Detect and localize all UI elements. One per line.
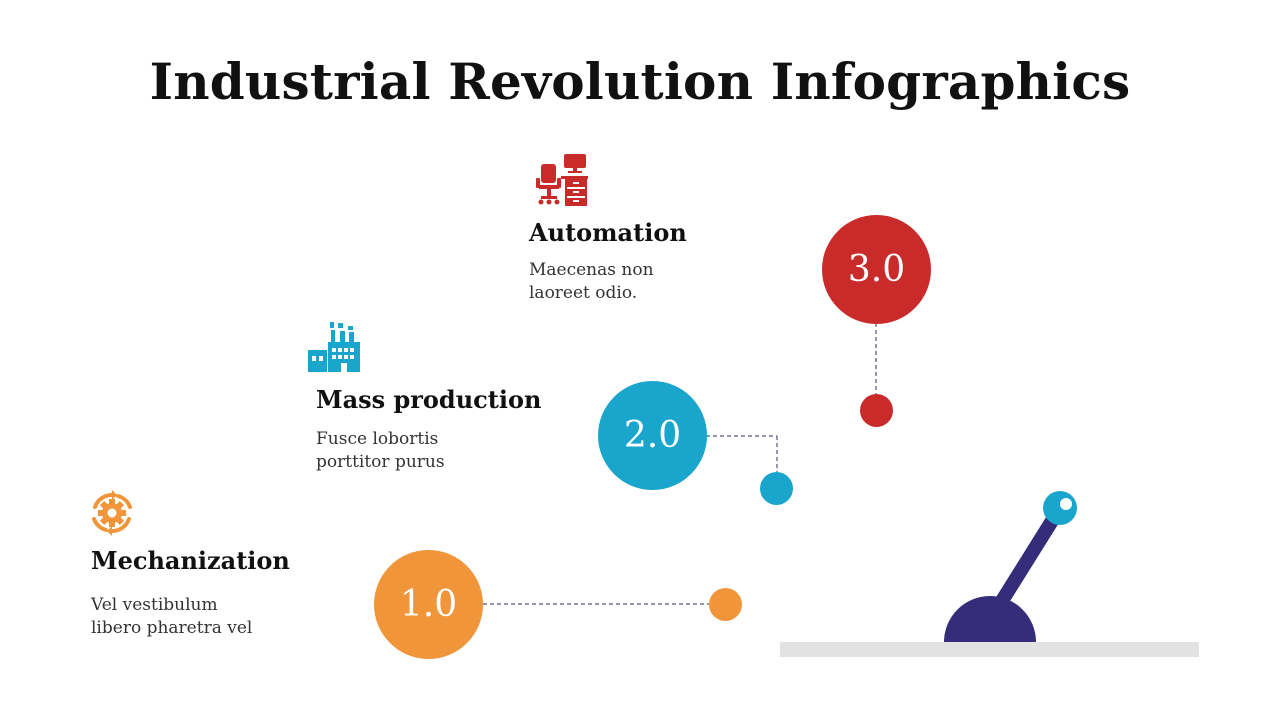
- step-3-description-line-1: Maecenas non: [529, 260, 654, 280]
- factory-icon: [308, 322, 360, 372]
- step-2-number-circle: 2.0: [598, 381, 707, 490]
- step-1-number: 1.0: [399, 584, 458, 625]
- office-desk-icon: [536, 154, 588, 206]
- lever-icon: [780, 491, 1199, 657]
- step-1-description-line-2: libero pharetra vel: [91, 618, 253, 638]
- lever-base-dome: [944, 596, 1036, 642]
- step-1-title: Mechanization: [91, 546, 290, 575]
- step-2-connector-dot: [760, 472, 793, 505]
- step-3-connector-dot: [860, 394, 893, 427]
- page-title: Industrial Revolution Infographics: [149, 52, 1131, 111]
- step-2-number: 2.0: [623, 415, 682, 456]
- step-2-title: Mass production: [316, 385, 542, 414]
- lever-knob: [1043, 491, 1077, 525]
- lever-knob-highlight: [1060, 498, 1072, 510]
- step-2-description-line-2: porttitor purus: [316, 452, 445, 472]
- step-1-connector-dot: [709, 588, 742, 621]
- step-1-description-line-1: Vel vestibulum: [91, 595, 218, 615]
- lever-platform: [780, 642, 1199, 657]
- step-3-number-circle: 3.0: [822, 215, 931, 324]
- step-3-title: Automation: [529, 218, 687, 247]
- step-3-number: 3.0: [847, 249, 906, 290]
- step-3-description-line-2: laoreet odio.: [529, 283, 638, 303]
- step-2-description-line-1: Fusce lobortis: [316, 429, 439, 449]
- step-1-number-circle: 1.0: [374, 550, 483, 659]
- gear-cycle-icon: [92, 490, 132, 536]
